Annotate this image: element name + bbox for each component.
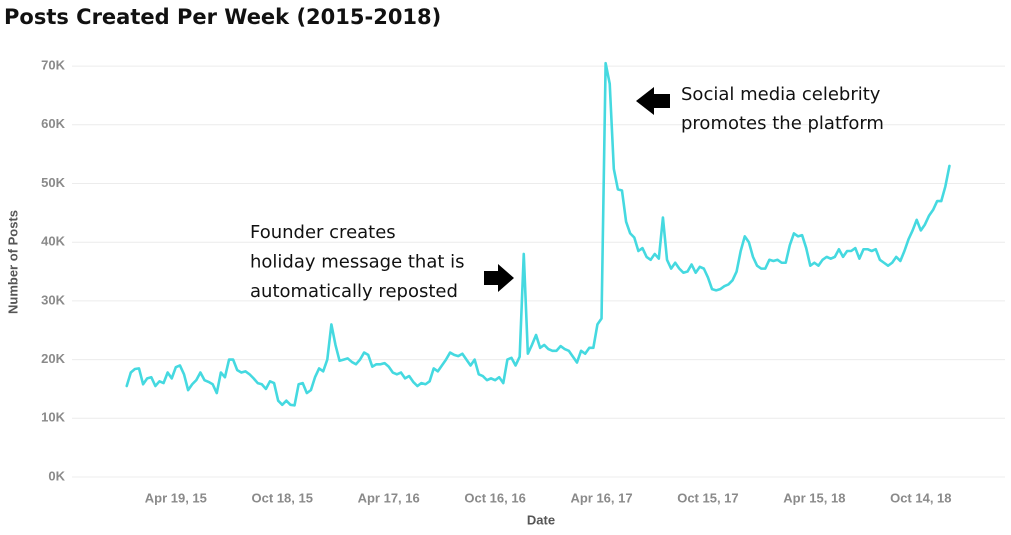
y-tick-label: 70K	[41, 58, 65, 73]
x-tick-label: Oct 18, 15	[252, 490, 313, 505]
annotation-arrow	[484, 264, 514, 292]
x-tick-label: Oct 14, 18	[890, 490, 951, 505]
x-tick-label: Oct 16, 16	[464, 490, 525, 505]
y-tick-label: 20K	[41, 351, 65, 366]
y-tick-label: 60K	[41, 116, 65, 131]
x-axis-title: Date	[527, 512, 555, 527]
y-axis-title: Number of Posts	[5, 210, 20, 314]
annotation-text: holiday message that is	[250, 252, 465, 273]
annotations: Founder creates holiday message that is au…	[250, 84, 884, 302]
annotation-text: Social media celebrity	[681, 84, 881, 105]
x-tick-label: Oct 15, 17	[677, 490, 738, 505]
y-tick-label: 30K	[41, 292, 65, 307]
x-tick-label: Apr 16, 17	[570, 490, 632, 505]
annotation-text: Founder creates	[250, 222, 396, 243]
chart-title: Posts Created Per Week (2015-2018)	[4, 5, 441, 29]
annotation-arrow	[636, 87, 670, 115]
x-tick-label: Apr 15, 18	[783, 490, 845, 505]
y-tick-label: 0K	[48, 468, 65, 483]
grid: 0K 10K 20K 30K 40K 50K 60K 70K Apr 19, 15 Oct 18,…	[41, 58, 1005, 505]
y-tick-label: 50K	[41, 175, 65, 190]
annotation-text: promotes the platform	[681, 113, 884, 134]
x-tick-label: Apr 19, 15	[145, 490, 207, 505]
plot-area	[125, 61, 951, 407]
x-tick-label: Apr 17, 16	[358, 490, 420, 505]
y-tick-label: 40K	[41, 234, 65, 249]
y-tick-label: 10K	[41, 410, 65, 425]
data-line	[125, 61, 951, 407]
annotation-text: automatically reposted	[250, 281, 458, 302]
